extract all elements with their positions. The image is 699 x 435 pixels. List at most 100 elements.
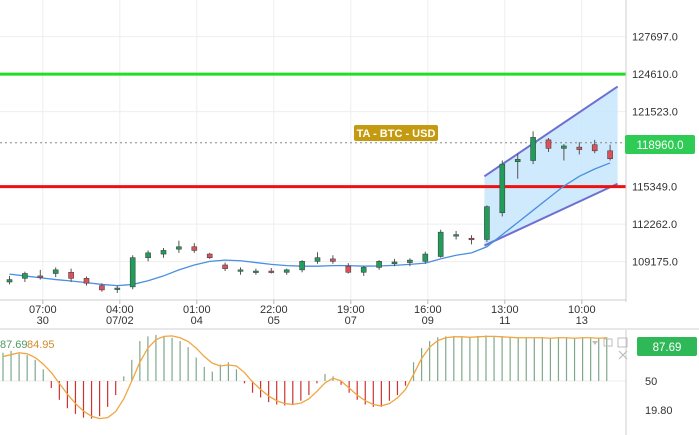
x-tick-time: 22:00	[260, 304, 288, 316]
candlesticks	[6, 131, 613, 293]
candle	[514, 153, 521, 179]
candle	[484, 205, 490, 242]
candle	[99, 283, 105, 292]
x-tick-date: 13	[576, 315, 588, 327]
ticker-label-text: TA - BTC - USD	[357, 128, 436, 140]
candle-body	[129, 257, 136, 288]
candle-body	[514, 158, 521, 163]
candle-body	[83, 278, 90, 284]
candle	[237, 267, 244, 275]
x-tick-time: 16:00	[414, 304, 442, 316]
candle-body	[160, 250, 167, 255]
ticker-label: TA - BTC - USD	[354, 125, 438, 141]
candle	[283, 268, 290, 275]
candle-body	[561, 145, 567, 149]
oscillator-low-label: 19.80	[645, 405, 673, 417]
candle-body	[114, 287, 121, 290]
candle	[453, 230, 459, 240]
oscillator-k-value: 87.69	[0, 339, 28, 351]
candle	[52, 267, 59, 278]
oscillator-current-tag: 87.69	[653, 342, 682, 354]
candle	[607, 144, 613, 161]
candle	[330, 255, 336, 264]
candle	[222, 262, 228, 272]
candle	[561, 144, 567, 161]
candle-body	[222, 264, 228, 269]
maximize-icon[interactable]	[603, 338, 613, 347]
candle	[253, 268, 259, 275]
candle	[37, 269, 44, 280]
close-icon[interactable]	[618, 350, 628, 360]
collapse-triangle-icon[interactable]	[592, 341, 598, 345]
candle-body	[437, 231, 444, 257]
candle	[6, 275, 13, 285]
candle	[314, 252, 321, 264]
candle-body	[530, 137, 536, 161]
candle-body	[176, 246, 182, 250]
candle	[437, 229, 444, 258]
level-lines	[0, 72, 626, 189]
oscillator-signal-line	[2, 335, 607, 420]
x-tick-time: 07:00	[29, 304, 57, 316]
candle	[145, 250, 151, 262]
y-tick-label: 121523.0	[632, 107, 678, 119]
candle-body	[545, 139, 552, 149]
candle-body	[68, 271, 74, 279]
candle	[360, 265, 367, 276]
candle	[591, 139, 598, 154]
x-tick-date: 30	[37, 315, 49, 327]
candle-body	[607, 150, 613, 159]
candle	[129, 255, 136, 290]
candle	[530, 131, 536, 165]
candle-body	[468, 237, 475, 241]
x-tick-time: 04:00	[106, 304, 134, 316]
candle	[22, 271, 28, 282]
candle	[191, 243, 198, 253]
candle	[576, 142, 583, 155]
candle-body	[499, 163, 506, 214]
candle-body	[407, 259, 413, 263]
candle-body	[453, 234, 459, 237]
x-tick-time: 13:00	[491, 304, 519, 316]
oscillator-d-value: 84.95	[27, 339, 55, 351]
candle-body	[422, 253, 429, 262]
candle-body	[253, 270, 259, 273]
candle	[545, 138, 552, 152]
candle	[391, 258, 398, 267]
candle-body	[191, 246, 198, 251]
candle-body	[22, 273, 28, 279]
y-tick-label: 109175.0	[632, 257, 678, 269]
trend-channel	[483, 85, 619, 247]
last-price-tag: 118960.0	[625, 135, 695, 154]
candle	[407, 258, 413, 267]
candle-body	[299, 261, 305, 271]
oscillator-mid-label: 50	[645, 376, 657, 388]
pane-controls[interactable]	[592, 337, 628, 360]
y-tick-label: 127697.0	[632, 32, 678, 44]
candle-body	[376, 261, 382, 268]
candle-body	[330, 258, 336, 262]
x-tick-time: 01:00	[183, 304, 211, 316]
candle	[268, 268, 275, 274]
candle	[422, 251, 429, 264]
channel-fill	[484, 86, 618, 246]
candle-body	[6, 279, 13, 283]
y-tick-label: 112262.0	[632, 219, 677, 231]
x-tick-date: 07	[345, 315, 357, 327]
x-tick-date: 05	[268, 315, 280, 327]
window-icon[interactable]	[617, 337, 628, 348]
x-tick-date: 04	[191, 315, 203, 327]
candle	[176, 240, 182, 253]
channel-lower-line	[483, 182, 619, 247]
candle-body	[206, 253, 213, 258]
last-price-tag-text: 118960.0	[636, 140, 683, 152]
candle-body	[268, 270, 275, 273]
candle-body	[360, 267, 367, 273]
candle	[68, 268, 74, 282]
candle	[114, 285, 121, 293]
candle	[345, 263, 352, 274]
x-tick-date: 09	[422, 315, 434, 327]
y-tick-label: 124610.0	[632, 69, 678, 81]
